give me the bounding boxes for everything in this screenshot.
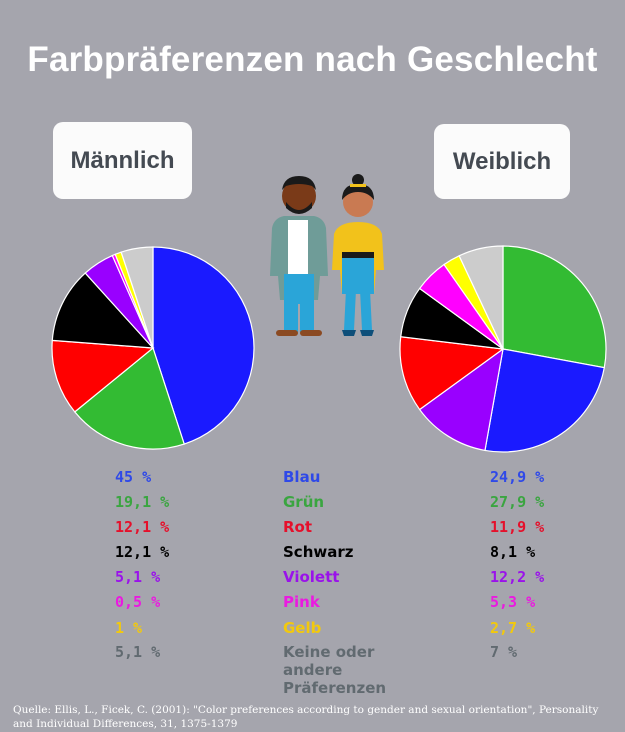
- female-value-blau: 24,9 %: [490, 468, 545, 486]
- male-label: Männlich: [53, 122, 192, 199]
- male-value-gelb: 1 %: [115, 619, 143, 637]
- male-value-schwarz: 12,1 %: [115, 543, 170, 561]
- category-rot: Rot: [283, 518, 313, 536]
- pie-slice-blau: [484, 348, 605, 453]
- female-value-keine: 7 %: [490, 643, 518, 661]
- female-value-rot: 11,9 %: [490, 518, 545, 536]
- female-value-violett: 12,2 %: [490, 568, 545, 586]
- pie-slice-grün: [502, 245, 607, 369]
- pie-slice-violett: [418, 347, 504, 452]
- source-citation: Quelle: Ellis, L., Ficek, C. (2001): "Co…: [13, 704, 599, 730]
- male-value-rot: 12,1 %: [115, 518, 170, 536]
- man-figure: [270, 176, 328, 336]
- pie-slice-rot: [51, 339, 155, 413]
- category-keine: Keine oder andere Präferenzen: [283, 643, 387, 697]
- female-value-gelb: 2,7 %: [490, 619, 536, 637]
- female-pie-chart: [399, 245, 607, 453]
- female-value-pink: 5,3 %: [490, 593, 536, 611]
- female-label: Weiblich: [434, 124, 570, 199]
- category-blau: Blau: [283, 468, 321, 486]
- category-violett: Violett: [283, 568, 340, 586]
- male-value-pink: 0,5 %: [115, 593, 161, 611]
- male-value-violett: 5,1 %: [115, 568, 161, 586]
- pie-slice-schwarz: [51, 272, 155, 349]
- category-pink: Pink: [283, 593, 320, 611]
- category-gelb: Gelb: [283, 619, 322, 637]
- male-value-gruen: 19,1 %: [115, 493, 170, 511]
- couple-illustration: [270, 174, 384, 336]
- category-gruen: Grün: [283, 493, 325, 511]
- chart-title: Farbpräferenzen nach Geschlecht: [27, 40, 598, 79]
- female-value-schwarz: 8,1 %: [490, 543, 536, 561]
- male-value-blau: 45 %: [115, 468, 152, 486]
- category-schwarz: Schwarz: [283, 543, 354, 561]
- male-value-keine: 5,1 %: [115, 643, 161, 661]
- female-value-gruen: 27,9 %: [490, 493, 545, 511]
- pie-slice-blau: [152, 246, 255, 445]
- male-pie-chart: [51, 246, 255, 450]
- pie-slice-grün: [73, 346, 185, 450]
- pie-slice-rot: [399, 336, 505, 411]
- woman-figure: [332, 174, 384, 336]
- pie-slice-keine: [120, 246, 154, 349]
- pie-slice-keine: [458, 245, 504, 350]
